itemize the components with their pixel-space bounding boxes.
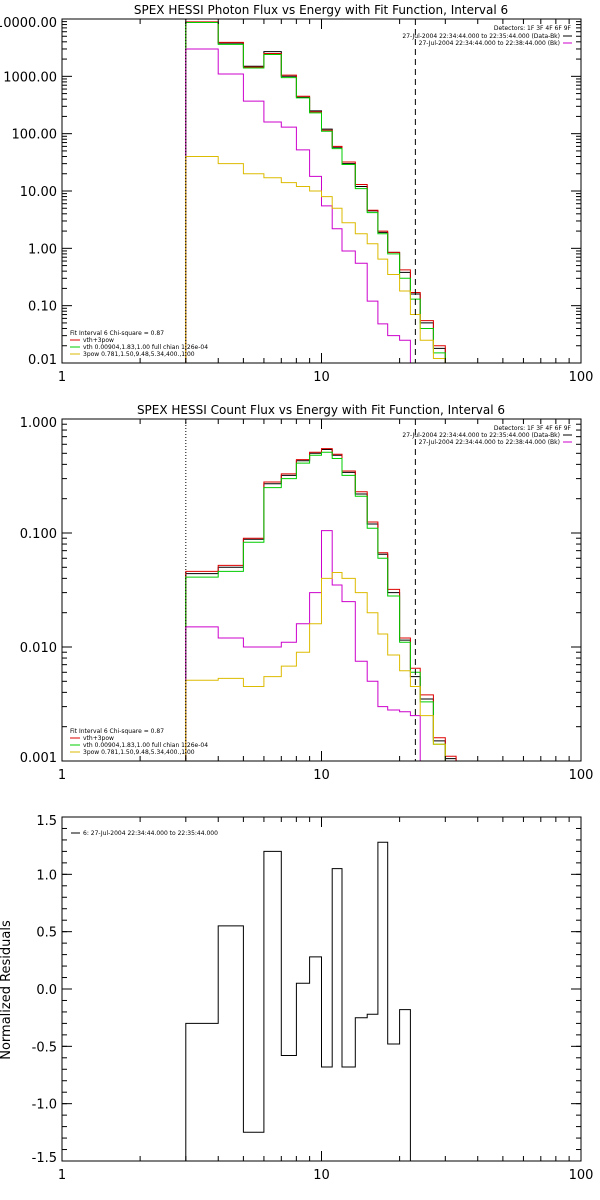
residuals-x-tick-label: 10 [313,1168,330,1183]
photon-legend-vth-label: vth 0.00904,1.83,1.00 full chian 1.26e-0… [83,344,208,351]
residuals-x-ticks: 1 10 100 [58,817,594,1183]
residuals-y-tick-label: 0.5 [36,926,57,941]
residuals-series-layer [185,841,411,1161]
count-series-4-line [185,572,457,762]
photon-marker-lines [185,19,416,363]
count-legend-detectors: Detectors: 1F 3F 4F 6F 9F [494,425,572,432]
residuals-y-tick-label: -1.5 [32,1151,57,1166]
photon-x-ticks: 1 10 100 [58,19,594,385]
photon-legend-data-interval: 27-Jul-2004 22:34:44.000 to 22:35:44.000… [402,33,560,40]
count-flux-panel: SPEX HESSI Count Flux vs Energy with Fit… [20,403,594,783]
count-series-layer [185,448,457,762]
photon-x-tick-label: 10 [313,370,330,385]
photon-legend-fit-interval: Fit Interval 6 Chi-square = 0.87 [70,330,164,337]
residuals-legend-label: 6: 27-Jul-2004 22:34:44.000 to 22:35:44.… [83,830,218,837]
photon-series-4-line [185,156,446,363]
residuals-x-tick-label: 100 [569,1168,594,1183]
count-series-3-line [185,530,457,762]
count-legend-vth-label: vth 0.00904,1.83,1.00 full chian 1.26e-0… [83,742,208,749]
residuals-series-0-line [185,841,411,1161]
residuals-x-tick-label: 1 [58,1168,66,1183]
count-y-ticks: 0.001 0.010 0.100 1.000 [20,416,581,766]
photon-flux-panel: SPEX HESSI Photon Flux vs Energy with Fi… [0,3,593,385]
count-legend-bk-interval: 27-Jul-2004 22:34:44.000 to 22:38:44.000… [419,439,560,446]
count-legend-bottom-left: Fit Interval 6 Chi-square = 0.87 vth+3po… [70,728,208,756]
residuals-y-axis-label: Normalized Residuals [0,920,14,1060]
photon-legend-total-label: vth+3pow [83,337,114,344]
count-legend-pow-label: 3pow 0.781,1.50,9.48,5.34,400.,1.00 [83,749,195,756]
photon-y-tick-label: 0.01 [28,353,57,368]
count-x-ticks: 1 10 100 [58,419,594,783]
photon-series-1-line [185,21,446,363]
photon-x-tick-label: 100 [569,370,594,385]
photon-legend-bottom-left: Fit Interval 6 Chi-square = 0.87 vth+3po… [70,330,208,358]
photon-y-tick-label: 10000.00 [0,16,57,31]
count-legend-total-label: vth+3pow [83,735,114,742]
photon-series-layer [185,21,446,364]
photon-y-ticks: 0.01 0.10 1.00 10.00 100.00 1000.00 10000.00 [0,16,581,368]
residuals-y-tick-label: -0.5 [32,1040,57,1055]
count-x-tick-label: 100 [569,768,594,783]
photon-chart-title: SPEX HESSI Photon Flux vs Energy with Fi… [134,3,508,17]
count-x-tick-label: 10 [313,768,330,783]
photon-y-tick-label: 0.10 [28,300,57,315]
count-x-tick-label: 1 [58,768,66,783]
residuals-panel: Normalized Residuals -1.5-1.0-0.50.00.51… [0,814,593,1183]
photon-y-tick-label: 10.00 [20,185,57,200]
photon-series-3-line [185,48,446,364]
count-legend-fit-interval: Fit Interval 6 Chi-square = 0.87 [70,728,164,735]
photon-y-tick-label: 1000.00 [3,70,57,85]
residuals-y-tick-label: 1.5 [36,814,57,829]
count-y-tick-label: 0.010 [20,641,57,656]
photon-series-0-line [185,21,446,363]
photon-y-tick-label: 1.00 [28,242,57,257]
count-y-tick-label: 0.001 [20,751,57,766]
photon-legend-pow-label: 3pow 0.781,1.50,9.48,5.34,400.,1.00 [83,351,195,358]
count-legend-top-right: Detectors: 1F 3F 4F 6F 9F 27-Jul-2004 22… [402,425,572,446]
residuals-legend: 6: 27-Jul-2004 22:34:44.000 to 22:35:44.… [71,830,218,837]
photon-legend-top-right: Detectors: 1F 3F 4F 6F 9F 27-Jul-2004 22… [402,25,572,47]
count-y-tick-label: 0.100 [20,527,57,542]
photon-y-tick-label: 100.00 [12,128,58,143]
photon-x-tick-label: 1 [58,370,66,385]
count-y-tick-label: 1.000 [20,416,57,431]
count-legend-data-interval: 27-Jul-2004 22:34:44.000 to 22:35:44.000… [402,432,560,439]
count-series-2-line [185,451,457,762]
residuals-y-tick-label: 1.0 [36,868,57,883]
residuals-y-tick-label: 0.0 [36,983,57,998]
count-chart-title: SPEX HESSI Count Flux vs Energy with Fit… [137,403,505,417]
residuals-y-tick-label: -1.0 [32,1098,57,1113]
photon-legend-detectors: Detectors: 1F 3F 4F 6F 9F [494,25,572,32]
photon-legend-bk-interval: 27-Jul-2004 22:34:44.000 to 22:38:44.000… [419,40,560,47]
residuals-y-ticks: -1.5 -1.0 -0.5 0.0 0.5 1.0 1.5 [32,814,581,1166]
count-marker-lines [185,419,416,761]
